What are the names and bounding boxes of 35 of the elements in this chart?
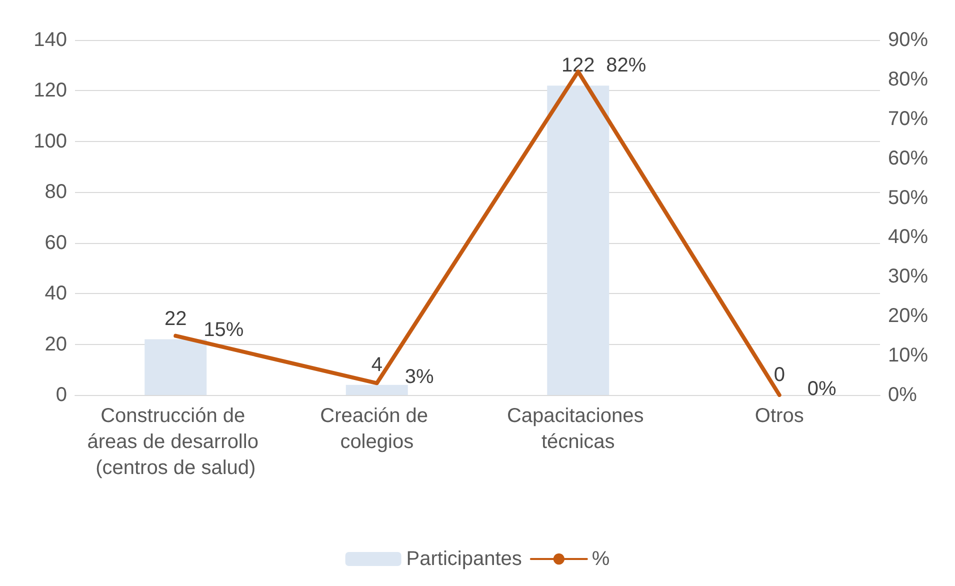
- y-tick-label: 40: [44, 282, 67, 305]
- y2-tick-label: 70%: [888, 108, 928, 130]
- x-tick-label: Otros: [754, 405, 804, 427]
- y-tick-label: 0: [56, 384, 67, 406]
- data-label: 4: [371, 354, 382, 376]
- x-tick-label: Creación de colegios: [320, 405, 434, 453]
- y-tick-label: 60: [44, 232, 67, 254]
- y2-tick-label: 10%: [888, 344, 928, 367]
- y2-tick-label: 50%: [888, 186, 928, 209]
- bar: [547, 86, 610, 395]
- y2-tick-label: 90%: [888, 29, 928, 51]
- data-label: 82%: [606, 54, 646, 77]
- bar: [144, 339, 207, 395]
- y2-tick-label: 0%: [888, 384, 918, 406]
- y-tick-label: 120: [34, 80, 67, 102]
- x-tick-label: Construcción de áreas de desarrollo (centros de salud): [87, 405, 264, 479]
- y-tick-label: 100: [34, 130, 67, 152]
- y-tick-label: 140: [34, 29, 67, 51]
- y-tick-label: 80: [44, 181, 67, 204]
- data-label: 0: [774, 364, 785, 386]
- y2-tick-label: 60%: [888, 147, 928, 170]
- x-tick-label: Capacitaciones técnicas: [506, 405, 650, 453]
- y2-tick-label: 40%: [888, 226, 928, 248]
- legend-label: Participantes: [406, 548, 522, 570]
- y2-tick-label: 30%: [888, 266, 928, 288]
- data-label: 3%: [404, 366, 434, 388]
- data-label: 22: [164, 308, 187, 330]
- y-tick-label: 20: [44, 333, 67, 356]
- data-label: 15%: [204, 318, 244, 341]
- data-label: 0%: [807, 378, 836, 400]
- bar: [346, 384, 408, 395]
- y2-tick-label: 20%: [888, 305, 928, 328]
- y2-tick-label: 80%: [888, 68, 928, 90]
- data-label: 122: [561, 54, 595, 77]
- legend-label: %: [592, 548, 610, 570]
